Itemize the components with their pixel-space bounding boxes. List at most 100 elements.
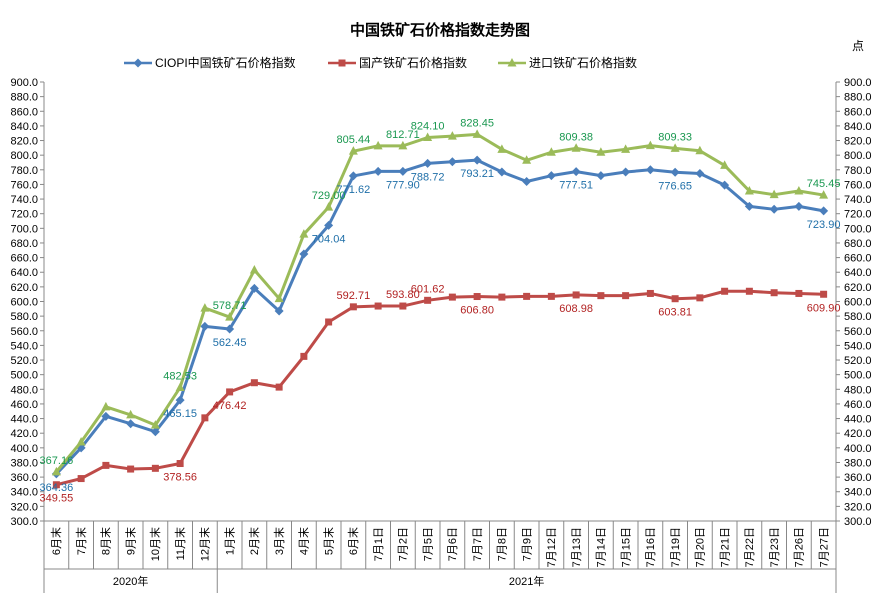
x-tick-label: 10月末	[148, 527, 162, 561]
data-point-square	[275, 383, 283, 391]
data-point-triangle	[720, 160, 730, 169]
x-tick-label: 7月20日	[695, 527, 707, 567]
data-point-square	[201, 414, 209, 422]
data-point-diamond	[819, 206, 829, 216]
data-point-square	[300, 352, 308, 360]
data-point-diamond	[200, 321, 210, 331]
y-tick-label-right: 560.0	[844, 326, 872, 338]
y-tick-label-right: 380.0	[844, 457, 872, 469]
y-tick-label-left: 900.0	[10, 77, 38, 89]
data-point-square	[597, 292, 605, 300]
x-tick-label: 7月1日	[373, 527, 385, 561]
data-label: 776.65	[658, 180, 692, 192]
data-point-diamond	[249, 283, 259, 293]
data-point-square	[745, 287, 753, 295]
y-tick-label-right: 480.0	[844, 384, 872, 396]
data-point-triangle	[101, 401, 111, 411]
y-tick-label-right: 600.0	[844, 297, 872, 309]
y-tick-label-left: 540.0	[10, 340, 38, 352]
data-point-diamond	[373, 166, 383, 176]
data-label: 609.90	[807, 302, 841, 314]
data-point-triangle	[507, 58, 517, 67]
x-tick-label: 7月15日	[620, 527, 632, 567]
year-label: 2020年	[113, 574, 148, 588]
data-label: 723.90	[807, 219, 841, 231]
x-tick-label: 11月末	[173, 527, 187, 560]
data-point-diamond	[299, 249, 309, 259]
data-label: 812.71	[386, 129, 420, 141]
data-point-square	[250, 379, 258, 387]
data-point-diamond	[596, 171, 606, 181]
data-point-triangle	[794, 186, 804, 195]
data-point-triangle	[769, 189, 779, 199]
data-point-triangle	[695, 145, 705, 155]
data-point-diamond	[274, 306, 284, 316]
data-point-triangle	[596, 147, 606, 156]
y-tick-label-left: 620.0	[10, 282, 38, 294]
y-tick-label-left: 320.0	[10, 501, 38, 513]
y-tick-label-left: 440.0	[10, 414, 38, 426]
y-tick-label-right: 360.0	[844, 472, 872, 484]
chart-title: 中国铁矿石价格指数走势图	[350, 21, 530, 39]
data-point-triangle	[621, 144, 631, 153]
y-tick-label-left: 780.0	[10, 165, 38, 177]
y-tick-label-right: 720.0	[844, 209, 872, 221]
x-tick-label: 12月末	[198, 527, 212, 561]
data-point-triangle	[472, 129, 482, 138]
data-point-square	[646, 289, 654, 297]
data-label: 809.38	[559, 131, 593, 143]
data-point-diamond	[497, 167, 507, 177]
y-tick-label-left: 380.0	[10, 457, 38, 469]
x-tick-label: 1月末	[222, 527, 236, 555]
data-point-triangle	[670, 143, 680, 152]
y-tick-label-left: 700.0	[10, 223, 38, 235]
data-point-diamond	[101, 411, 111, 421]
data-point-square	[770, 289, 778, 297]
y-tick-label-right: 340.0	[844, 487, 872, 499]
y-tick-label-right: 400.0	[844, 443, 872, 455]
data-point-triangle	[324, 202, 334, 211]
data-point-triangle	[200, 303, 210, 312]
data-point-diamond	[225, 324, 235, 334]
y-tick-label-left: 360.0	[10, 472, 38, 484]
y-tick-label-left: 560.0	[10, 326, 38, 338]
data-point-triangle	[150, 420, 160, 429]
data-label: 592.71	[337, 290, 371, 302]
x-tick-label: 7月14日	[596, 527, 608, 567]
data-point-diamond	[522, 177, 532, 187]
y-tick-label-right: 580.0	[844, 311, 872, 323]
data-point-square	[820, 290, 828, 298]
y-tick-label-left: 420.0	[10, 428, 38, 440]
x-tick-label: 7月27日	[818, 527, 830, 567]
data-point-triangle	[447, 131, 457, 140]
x-tick-label: 7月13日	[571, 527, 583, 567]
data-label: 793.21	[460, 168, 494, 180]
y-tick-label-left: 840.0	[10, 121, 38, 133]
data-point-square	[399, 302, 407, 310]
data-point-square	[77, 475, 85, 483]
y-tick-label-left: 760.0	[10, 179, 38, 191]
data-point-diamond	[621, 167, 631, 177]
y-tick-label-left: 720.0	[10, 209, 38, 221]
data-label: 704.04	[312, 233, 346, 245]
x-tick-label: 7月19日	[670, 527, 682, 567]
data-point-diamond	[794, 201, 804, 211]
y-tick-label-right: 420.0	[844, 428, 872, 440]
data-point-diamond	[720, 180, 730, 190]
data-label: 608.98	[559, 303, 593, 315]
y-tick-label-left: 800.0	[10, 150, 38, 162]
y-tick-label-right: 440.0	[844, 414, 872, 426]
data-label: 378.56	[163, 472, 197, 484]
series-line-1	[56, 289, 824, 487]
data-point-square	[424, 296, 432, 304]
x-tick-label: 7月12日	[546, 527, 558, 567]
data-label: 367.16	[40, 455, 74, 467]
data-label: 771.62	[337, 184, 371, 196]
legend-label-0: CIOPI中国铁矿石价格指数	[155, 55, 296, 70]
data-point-triangle	[274, 293, 284, 303]
y-tick-label-left: 880.0	[10, 92, 38, 104]
y-tick-label-left: 860.0	[10, 106, 38, 118]
data-point-triangle	[522, 155, 532, 164]
